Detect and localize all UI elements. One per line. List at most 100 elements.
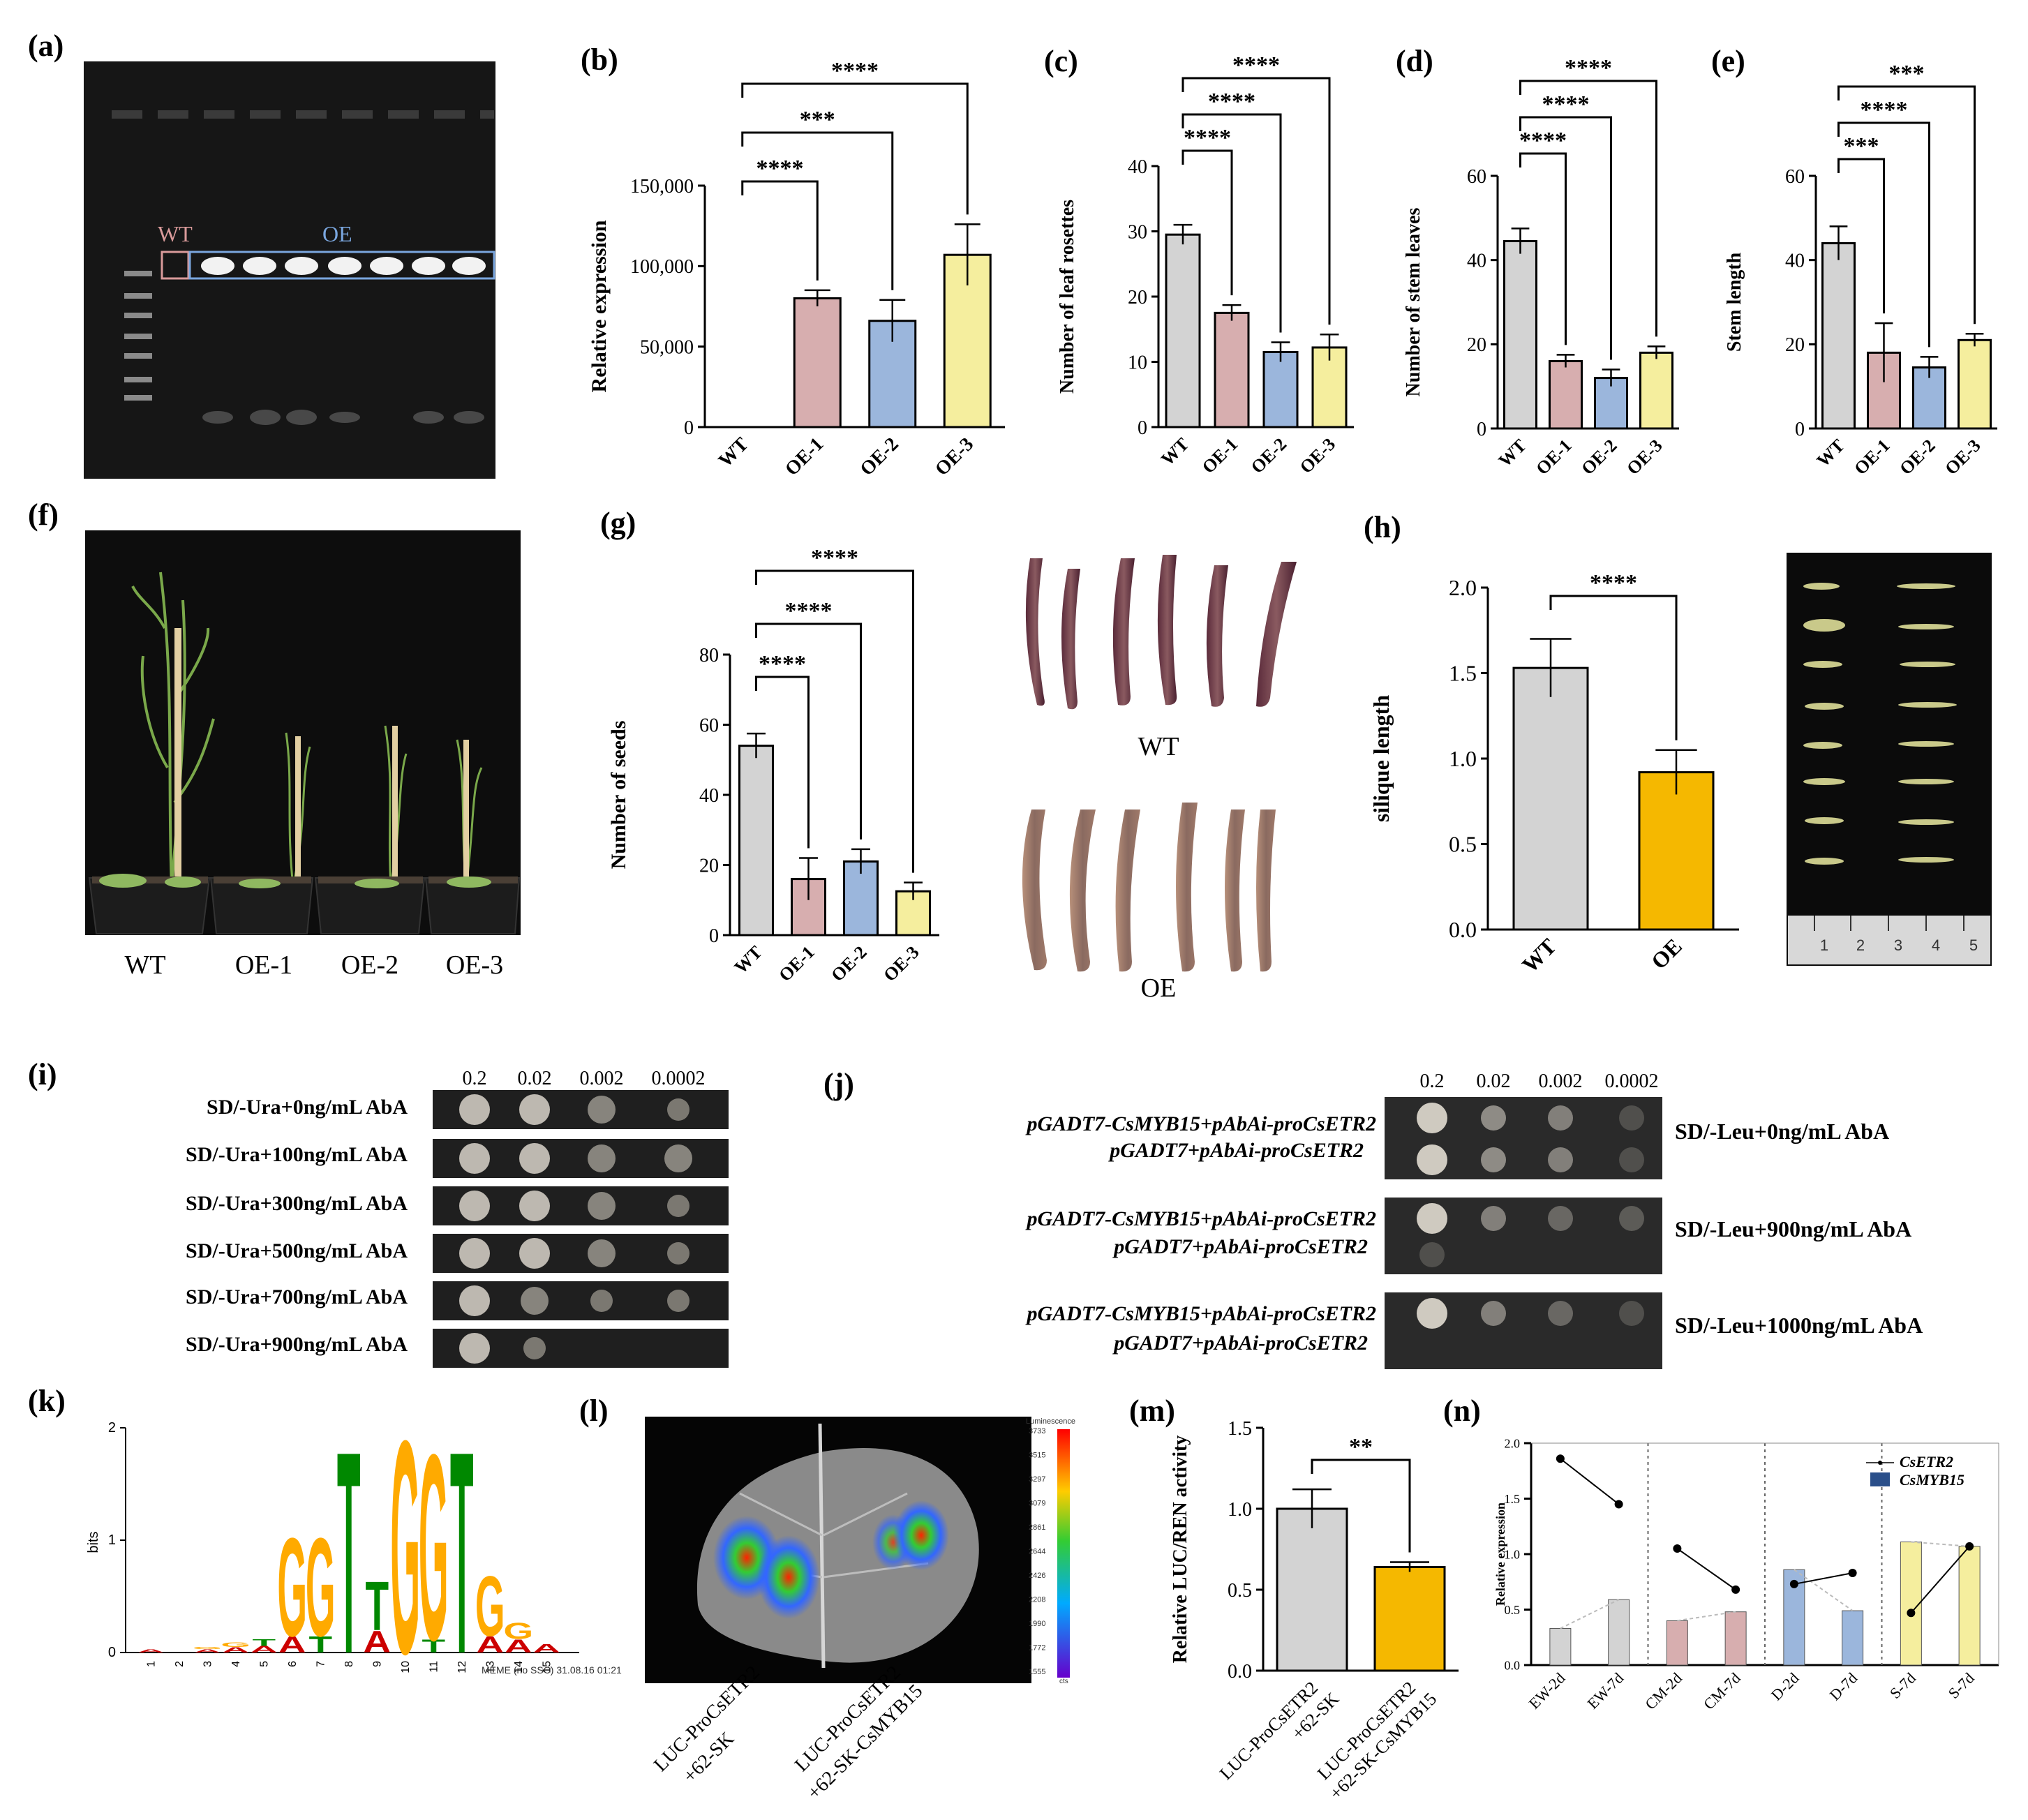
significance-stars: ****: [1208, 89, 1255, 114]
logo-position: 9: [371, 1661, 383, 1667]
yeast-spot: [588, 1144, 616, 1172]
yeast-spot: [1481, 1206, 1506, 1231]
panel-a-label: (a): [28, 29, 64, 63]
significance-bracket: [1181, 149, 1233, 296]
x-tick-label: OE-2: [1577, 435, 1620, 479]
logo-letter: T: [252, 1638, 276, 1648]
significance-stars: ****: [1861, 97, 1908, 123]
x-tick-label: WT: [1495, 435, 1530, 471]
bar: [1214, 311, 1250, 428]
y-tick-label: 0.5: [1505, 1603, 1521, 1617]
logo-position: 12: [456, 1661, 468, 1673]
logo-letter: G: [390, 1378, 420, 1717]
i-row-5: SD/-Ura+900ng/mL AbA: [186, 1333, 408, 1356]
panel-h-label: (h): [1364, 510, 1401, 544]
y-tick-label: 10: [1128, 352, 1147, 373]
yeast-spot: [459, 1191, 490, 1221]
y-tick-label: 60: [699, 715, 719, 736]
significance-stars: ***: [1844, 133, 1879, 159]
panel-n-label: (n): [1443, 1394, 1481, 1428]
yeast-spot: [1417, 1103, 1447, 1133]
y-tick-label: 2.0: [1505, 1436, 1521, 1450]
x-tick-label: CM-7d: [1700, 1669, 1744, 1713]
yeast-spot: [1417, 1298, 1447, 1329]
bar: [1503, 240, 1537, 430]
significance-bracket: [1519, 152, 1567, 345]
significance-stars: ****: [1519, 128, 1567, 154]
significance-stars: **: [1349, 1434, 1373, 1460]
line-csetr2: [1560, 1458, 1620, 1505]
silique-ruler-photo: 1 2 3 4 5: [1787, 553, 1992, 966]
significance-bracket: [755, 622, 862, 840]
yeast-plates-j: [1385, 1097, 1662, 1369]
yeast-spot: [667, 1242, 689, 1265]
wt-box-label: WT: [158, 221, 193, 246]
bar: [793, 297, 842, 428]
yeast-spot: [1619, 1147, 1644, 1172]
oe-box-label: OE: [322, 221, 352, 246]
logo-letter: A: [476, 1632, 504, 1658]
x-tick-label: S-7d: [1886, 1669, 1919, 1702]
y-tick-label: 1.0: [1505, 1547, 1521, 1561]
yeast-spot: [1619, 1301, 1644, 1326]
significance-bracket: [1181, 77, 1331, 325]
panel-k: (k) 2 1 0 bits A AG AG AT AG TG T AT G TG T AG AGA 1…: [28, 1378, 622, 1717]
point-csetr2: [1848, 1569, 1857, 1578]
y-tick-label: 20: [1128, 287, 1147, 308]
scale-unit: cts: [1059, 1678, 1068, 1685]
i-row-0: SD/-Ura+0ng/mL AbA: [207, 1096, 408, 1119]
scale-value: 1990: [1029, 1620, 1045, 1628]
yeast-spot: [459, 1285, 490, 1316]
y-tick-label: 30: [1128, 221, 1147, 243]
i-row-4: SD/-Ura+700ng/mL AbA: [186, 1285, 408, 1308]
y-tick-label: 1.0: [1449, 746, 1477, 771]
scale-value: 3297: [1029, 1475, 1045, 1484]
yeast-spot: [459, 1238, 490, 1269]
y-tick-label: 60: [1467, 166, 1486, 188]
ruler-label-1: 1: [1820, 937, 1828, 954]
logo-letter: A: [193, 1648, 221, 1653]
yeast-spot: [1619, 1105, 1644, 1131]
scale-value: 1555: [1029, 1668, 1045, 1676]
chart-m: (m) 0.0 0.5 1.0 1.5 Relative LUC/REN activity…: [1129, 1394, 1459, 1803]
x-tick-label: WT: [1813, 435, 1849, 471]
j-medium-2: SD/-Leu+1000ng/mL AbA: [1675, 1313, 1923, 1338]
logo-letter: G: [419, 1398, 449, 1695]
y-tick-label: 0.5: [1228, 1580, 1252, 1602]
j-g1-line1: pGADT7-CsMYB15+pAbAi-proCsETR2: [1025, 1207, 1377, 1230]
x-tick-label: OE-1: [1850, 435, 1893, 479]
y-tick-label: 80: [699, 645, 719, 666]
y-tick-label: 1.5: [1228, 1418, 1252, 1440]
panel-f-label: (f): [28, 498, 59, 532]
y-tick-label: 1.5: [1449, 661, 1477, 686]
yeast-spot: [1548, 1206, 1573, 1231]
scale-value: 1772: [1029, 1644, 1045, 1653]
y-tick-label: 20: [1785, 334, 1805, 356]
x-tick-label: OE-2: [827, 942, 870, 985]
y-tick-label: 40: [1467, 250, 1486, 271]
logo-letter: G: [193, 1646, 223, 1650]
logo-letter: A: [250, 1644, 278, 1655]
significance-bracket: [1549, 595, 1678, 740]
x-tick-label: WT: [731, 942, 766, 978]
logo-ytick-1: 1: [108, 1532, 116, 1548]
significance-bracket: [741, 82, 969, 215]
scale-value: 2208: [1029, 1596, 1045, 1604]
yeast-spot: [1619, 1206, 1644, 1231]
leaf: [696, 1447, 979, 1663]
yeast-spot: [523, 1337, 546, 1359]
x-tick-label: CM-2d: [1641, 1669, 1685, 1713]
panel-i: (i) 0.2 0.02 0.002 0.0002 SD/-Ura+0ng/mL…: [28, 1057, 729, 1368]
significance-bracket: [1837, 121, 1930, 348]
panel-g-label: (g): [600, 506, 636, 540]
bar-link: [1794, 1569, 1854, 1611]
legend-csetr2: CsETR2: [1900, 1453, 1953, 1470]
x-tick-label: OE-3: [1941, 435, 1984, 479]
x-tick-label: OE-3: [879, 942, 923, 985]
panel-b-label: (b): [581, 43, 618, 77]
j-g0-line1: pGADT7-CsMYB15+pAbAi-proCsETR2: [1025, 1112, 1377, 1135]
yeast-spot: [521, 1287, 549, 1315]
